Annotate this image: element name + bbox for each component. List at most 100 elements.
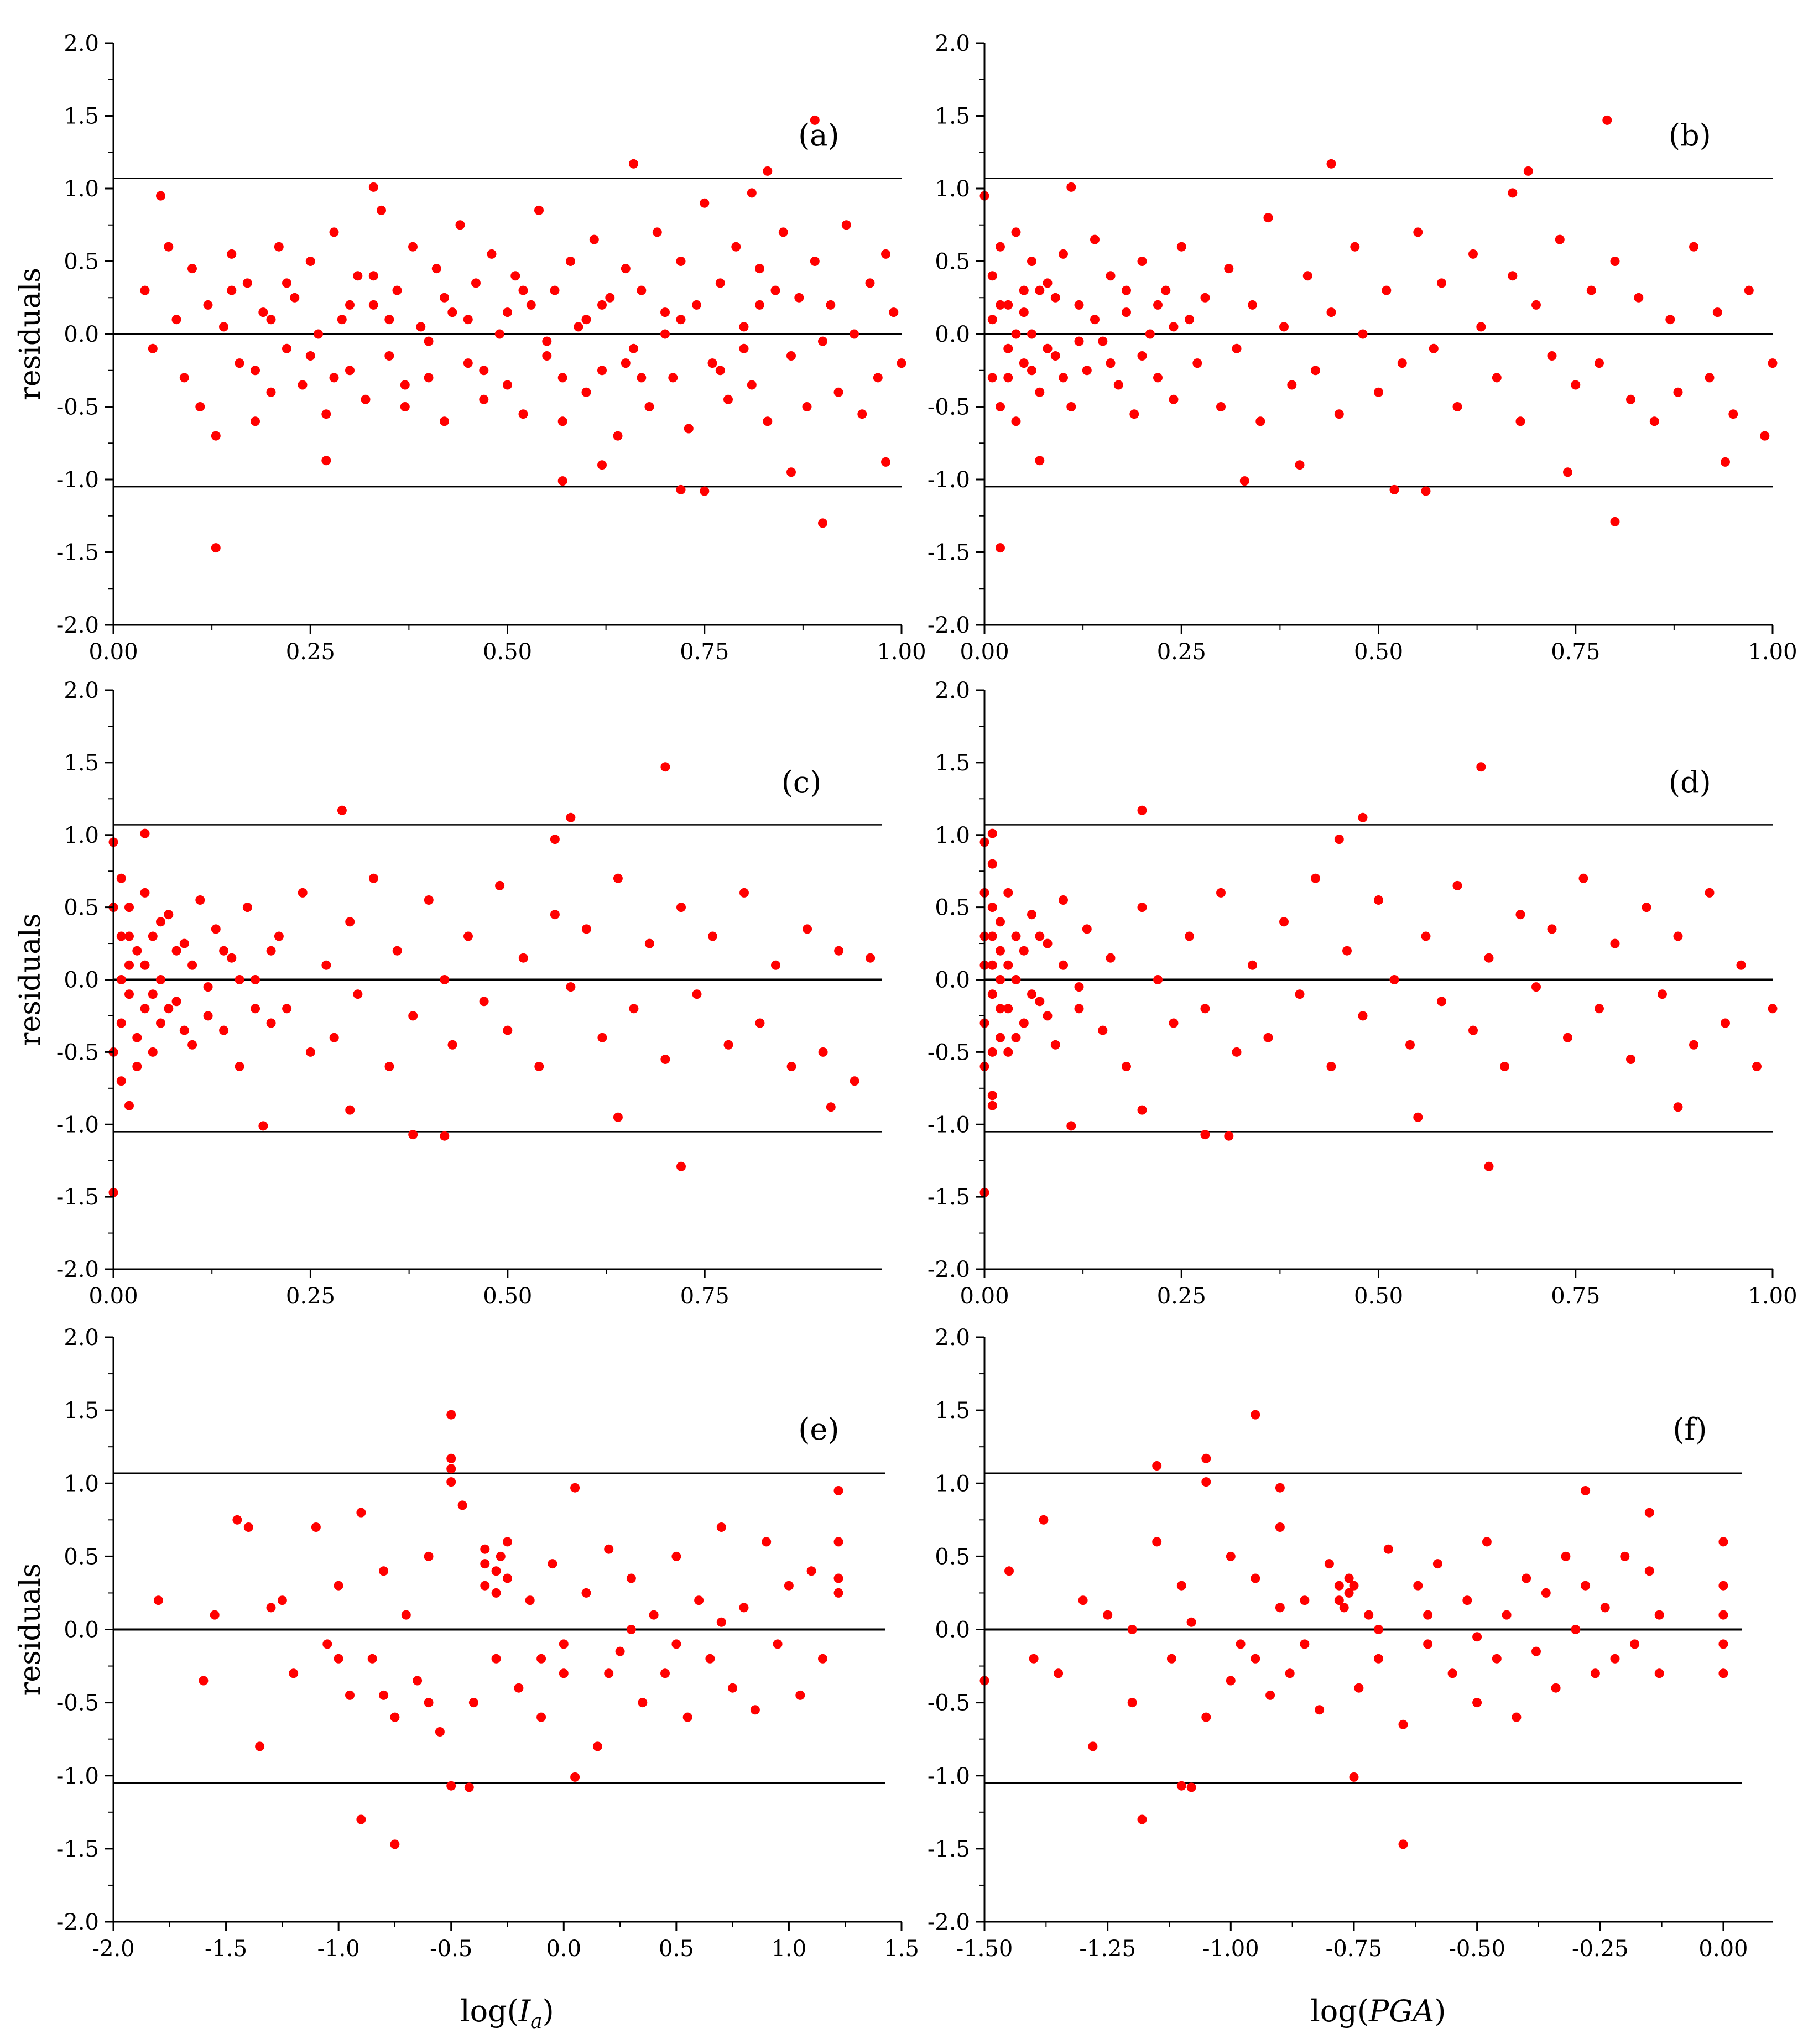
data-point	[605, 293, 615, 303]
data-point	[345, 300, 355, 310]
data-point	[195, 402, 205, 411]
data-point	[747, 188, 757, 198]
data-point	[708, 931, 717, 941]
data-point	[116, 1018, 126, 1028]
data-point	[1137, 351, 1147, 361]
data-point	[1153, 300, 1163, 310]
data-point	[463, 931, 473, 941]
data-point	[671, 1551, 681, 1561]
data-point	[440, 293, 449, 303]
data-point	[1200, 293, 1210, 303]
data-point	[1043, 1011, 1053, 1021]
data-point	[210, 1610, 220, 1620]
data-point	[889, 307, 899, 317]
y-tick-label: 2.0	[935, 31, 970, 56]
data-point	[1413, 1581, 1423, 1591]
x-tick-label: 0.5	[659, 1936, 694, 1962]
data-point	[1349, 1772, 1359, 1782]
data-point	[1541, 1588, 1551, 1598]
data-point	[1011, 329, 1021, 339]
data-point	[124, 931, 134, 941]
data-point	[534, 205, 544, 215]
data-point	[1275, 1603, 1285, 1613]
data-point	[1263, 1033, 1273, 1042]
data-point	[1145, 329, 1155, 339]
y-tick-label: 1.0	[935, 1471, 970, 1496]
data-point	[503, 380, 512, 390]
data-point	[1610, 938, 1620, 948]
data-point	[401, 1610, 411, 1620]
data-point	[1129, 409, 1139, 419]
data-point	[818, 1654, 827, 1664]
data-point	[1152, 1461, 1162, 1471]
data-point	[1153, 373, 1163, 383]
data-point	[566, 812, 576, 822]
x-tick-label: -1.00	[1202, 1936, 1259, 1962]
data-point	[1555, 234, 1565, 244]
data-point	[1413, 227, 1423, 237]
data-point	[1620, 1551, 1630, 1561]
data-point	[1019, 285, 1029, 295]
data-point	[629, 159, 638, 169]
data-point	[266, 946, 276, 956]
data-point	[116, 873, 126, 883]
data-point	[1302, 271, 1312, 281]
data-point	[187, 264, 197, 274]
data-point	[581, 1588, 591, 1598]
data-point	[841, 220, 851, 230]
data-point	[1468, 249, 1478, 259]
data-point	[1581, 1581, 1591, 1591]
data-point	[1201, 1477, 1211, 1487]
data-point	[1586, 285, 1596, 295]
data-point	[705, 1654, 715, 1664]
data-point	[367, 1654, 377, 1664]
data-point	[464, 1782, 474, 1792]
data-point	[739, 343, 749, 353]
data-point	[1398, 1719, 1408, 1729]
data-point	[731, 242, 741, 252]
data-point	[1106, 271, 1116, 281]
data-point	[1689, 1040, 1698, 1050]
data-point	[1531, 300, 1541, 310]
x-axis-label: log(PGA)	[1311, 1994, 1446, 2029]
data-point	[1398, 1839, 1408, 1849]
data-point	[755, 300, 764, 310]
data-point	[581, 315, 591, 325]
data-point	[140, 888, 150, 898]
data-point	[424, 895, 434, 905]
data-point	[480, 1544, 490, 1554]
data-point	[1718, 1537, 1728, 1547]
data-point	[786, 351, 796, 361]
y-tick-label: -1.0	[56, 1112, 99, 1138]
data-point	[255, 1741, 265, 1751]
data-point	[1035, 387, 1045, 397]
data-point	[1185, 315, 1194, 325]
data-point	[1634, 293, 1644, 303]
data-point	[1166, 1654, 1176, 1664]
data-point	[361, 394, 371, 404]
data-point	[557, 416, 567, 426]
data-point	[1728, 409, 1738, 419]
data-point	[637, 285, 647, 295]
data-point	[1059, 249, 1068, 259]
data-point	[795, 1690, 805, 1700]
data-point	[660, 307, 670, 317]
data-point	[345, 917, 355, 927]
x-tick-label: 0.50	[1354, 1284, 1403, 1309]
x-tick-label: -1.5	[205, 1936, 247, 1962]
data-point	[1186, 1782, 1196, 1792]
y-tick-label: -0.5	[56, 395, 99, 420]
data-point	[996, 917, 1005, 927]
data-point	[1342, 946, 1352, 956]
data-point	[1027, 329, 1036, 339]
data-point	[1279, 917, 1289, 927]
data-point	[164, 242, 174, 252]
data-point	[834, 946, 844, 956]
data-point	[400, 380, 410, 390]
data-point	[1563, 467, 1572, 477]
data-point	[379, 1690, 389, 1700]
data-point	[996, 242, 1005, 252]
data-point	[1718, 1639, 1728, 1649]
data-point	[1050, 351, 1060, 361]
x-tick-label: 0.00	[960, 1284, 1009, 1309]
